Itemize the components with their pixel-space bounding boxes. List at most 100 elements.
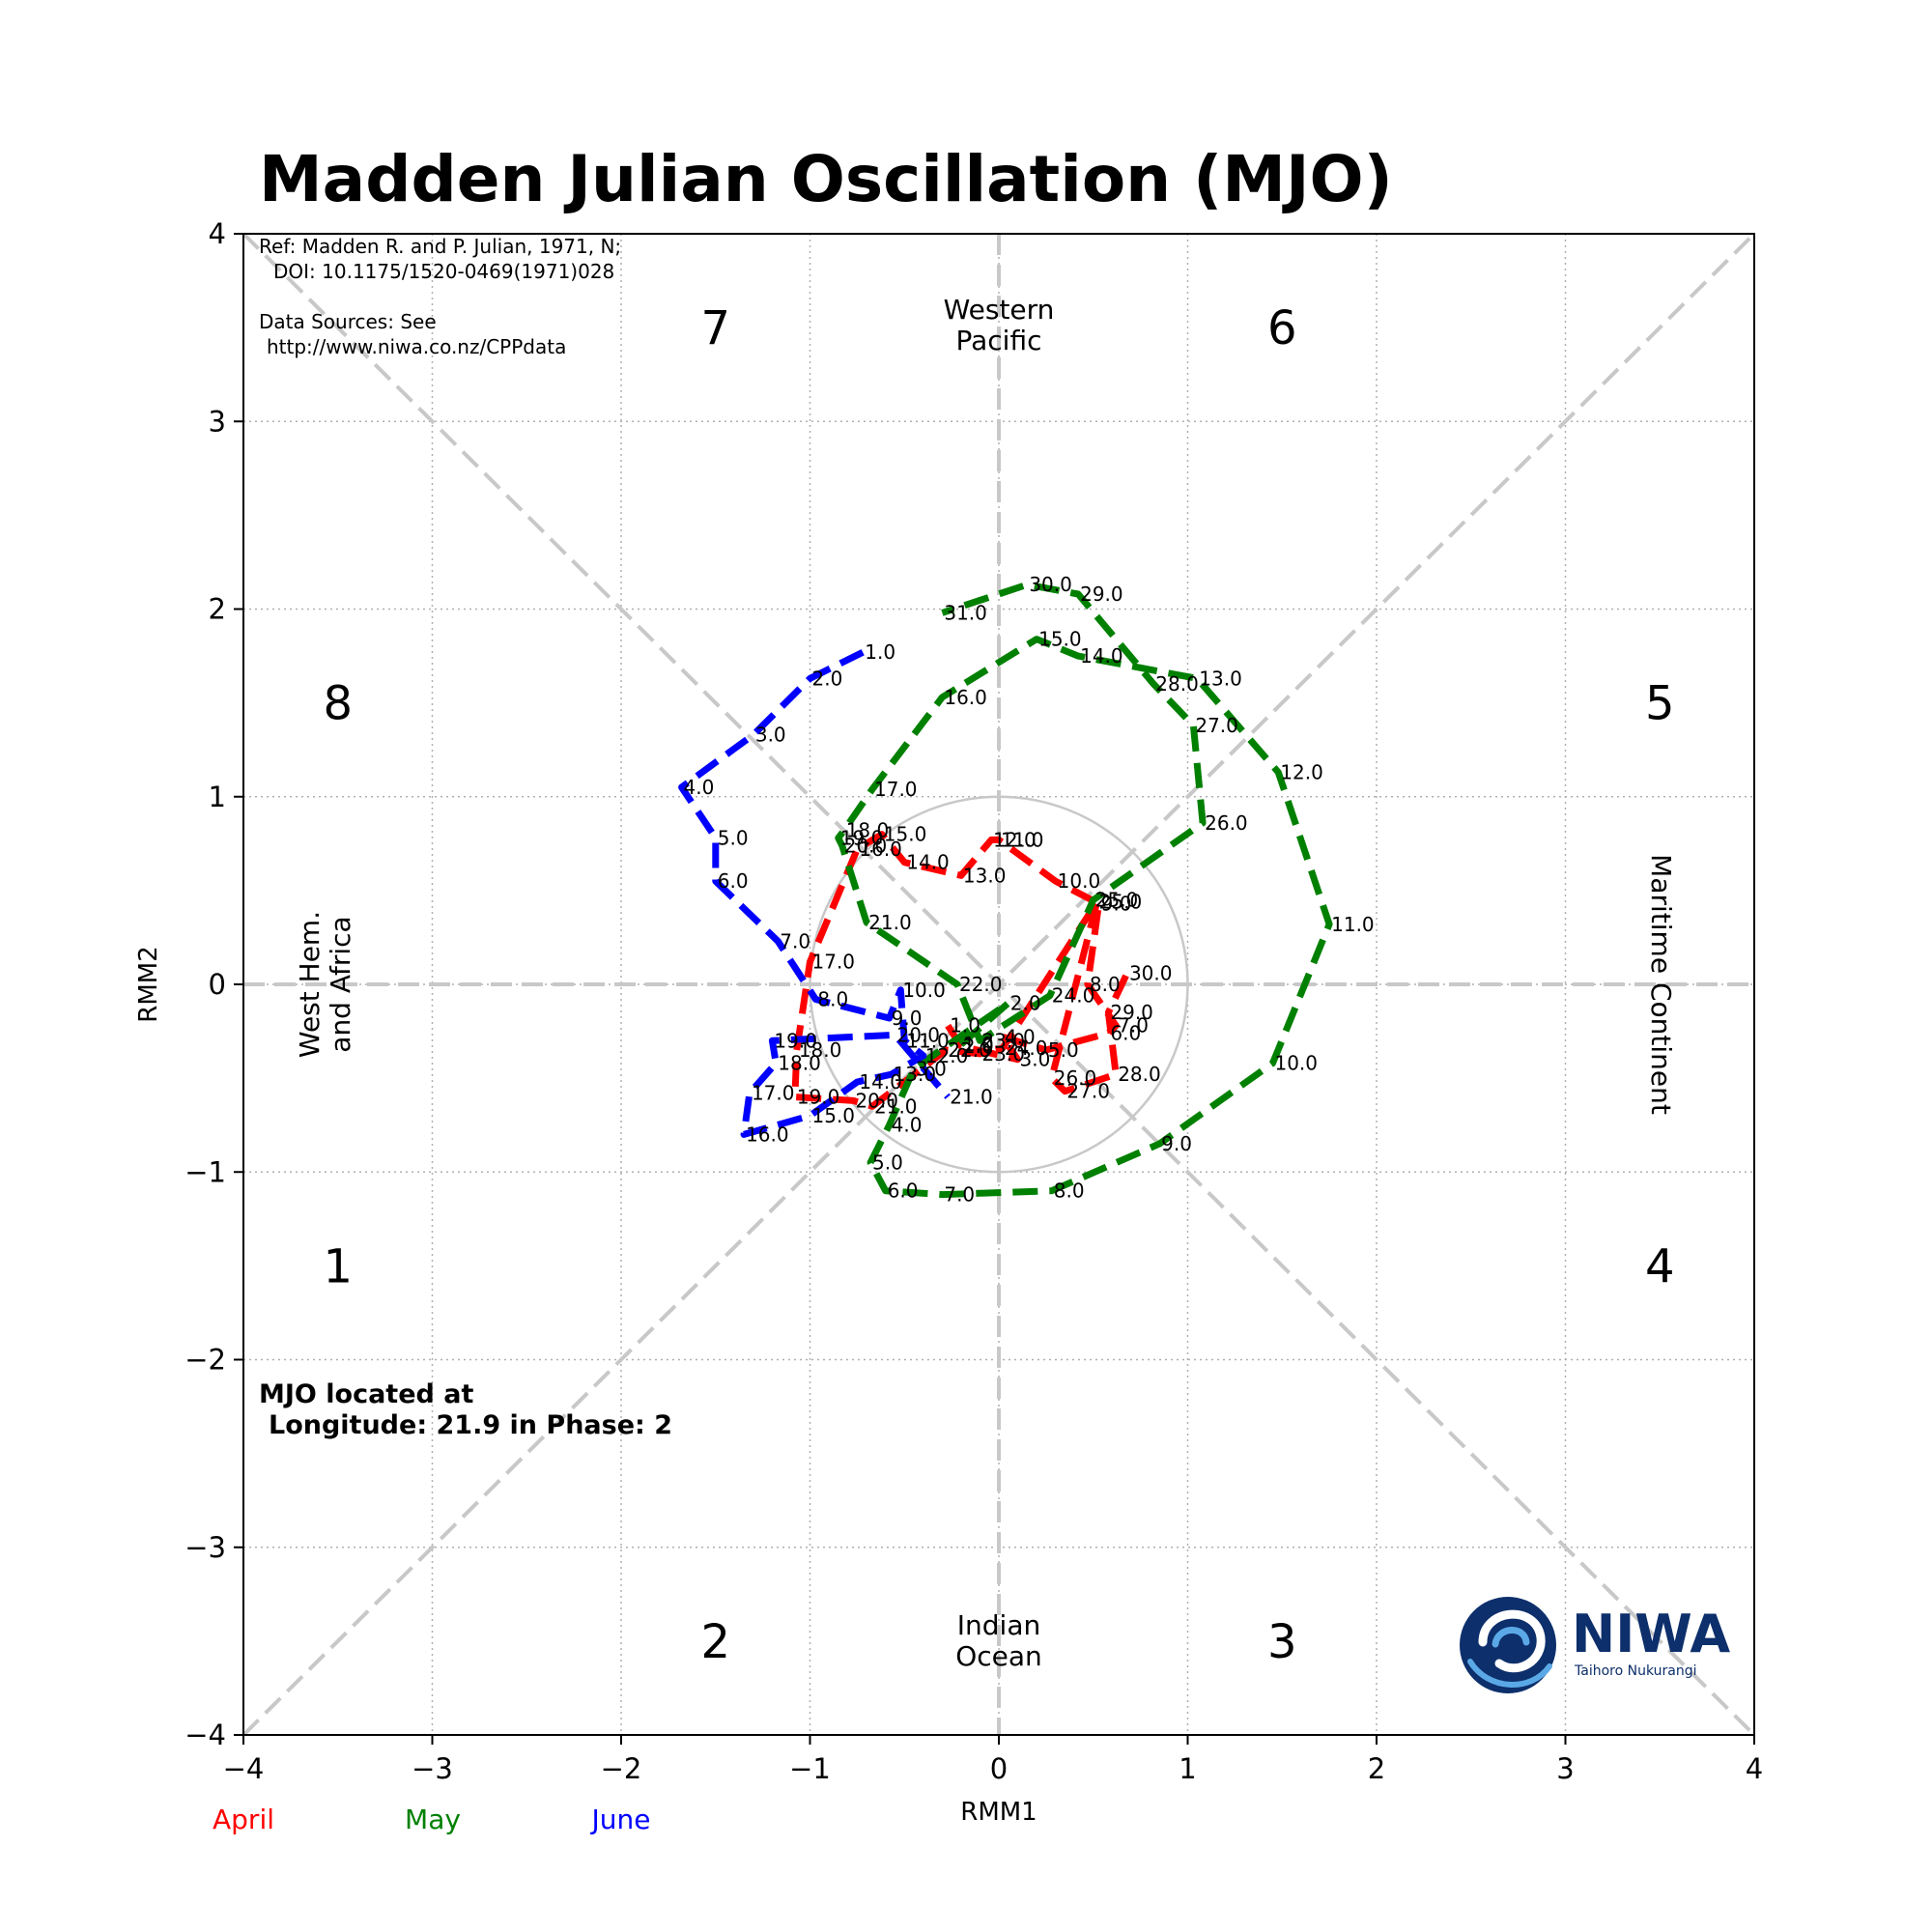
day-label-may: 25.0 <box>1095 889 1139 912</box>
day-label-june: 6.0 <box>718 869 749 893</box>
day-label-may: 1.0 <box>963 1033 994 1056</box>
day-label-june: 5.0 <box>718 826 749 849</box>
day-label-april: 17.0 <box>812 951 856 974</box>
day-label-may: 24.0 <box>1052 984 1095 1008</box>
day-label-may: 26.0 <box>1205 811 1248 835</box>
niwa-logo: NIWA Taihoro Nukurangi <box>1460 1597 1730 1693</box>
x-tick-label: 1 <box>1179 1752 1196 1785</box>
day-label-april: 1.0 <box>950 1014 980 1037</box>
x-axis-title: RMM1 <box>960 1798 1037 1827</box>
series-line-april <box>791 831 1131 1110</box>
day-label-april: 27.0 <box>1066 1080 1110 1103</box>
phase-number-8: 8 <box>323 677 353 731</box>
day-label-june: 8.0 <box>817 988 848 1011</box>
region-top-line1: Western <box>944 294 1055 326</box>
day-label-may: 12.0 <box>1280 760 1323 783</box>
day-label-may: 30.0 <box>1029 573 1072 596</box>
day-label-may: 27.0 <box>1195 714 1238 737</box>
day-label-april: 30.0 <box>1129 961 1173 984</box>
phase-number-7: 7 <box>700 301 730 355</box>
y-axis-ticks: −4 −3 −2 −1 0 1 2 3 4 <box>185 217 243 1751</box>
y-tick-label: −3 <box>185 1531 226 1564</box>
day-label-may: 29.0 <box>1080 582 1123 606</box>
reference-line3: Data Sources: See <box>259 310 437 333</box>
day-label-may: 6.0 <box>888 1179 919 1203</box>
y-tick-label: 3 <box>209 405 226 438</box>
legend-may: May <box>405 1804 461 1835</box>
day-label-april: 14.0 <box>906 851 950 874</box>
day-label-april: 19.0 <box>797 1086 840 1109</box>
region-right: Maritime Continent <box>1645 854 1677 1115</box>
region-bottom-line1: Indian <box>957 1609 1040 1641</box>
day-label-april: 3.0 <box>1020 1048 1051 1071</box>
day-label-june: 9.0 <box>892 1007 923 1030</box>
chart-title: Madden Julian Oscillation (MJO) <box>259 142 1393 216</box>
y-tick-label: −4 <box>185 1719 226 1751</box>
day-label-april: 13.0 <box>963 864 1007 887</box>
x-tick-label: −2 <box>601 1752 642 1785</box>
day-label-april: 21.0 <box>874 1094 918 1118</box>
day-label-april: 12.0 <box>993 828 1037 851</box>
day-label-june: 12.0 <box>925 1044 969 1067</box>
x-tick-label: 3 <box>1556 1752 1574 1785</box>
y-tick-label: 4 <box>209 217 226 250</box>
day-labels-layer: 1.02.03.04.05.06.07.08.09.010.011.012.01… <box>684 573 1375 1206</box>
y-tick-label: −2 <box>185 1344 226 1377</box>
day-label-may: 19.0 <box>840 826 884 849</box>
day-label-may: 10.0 <box>1274 1052 1318 1075</box>
diagonal-guide-falling <box>242 232 1756 1737</box>
day-label-may: 11.0 <box>1331 913 1375 936</box>
phase-number-5: 5 <box>1645 677 1675 731</box>
x-axis-ticks: −4 −3 −2 −1 0 1 2 3 4 <box>223 1735 1763 1785</box>
x-tick-label: −4 <box>223 1752 265 1785</box>
phase-number-4: 4 <box>1645 1239 1675 1293</box>
series-line-june <box>678 649 951 1138</box>
day-label-may: 9.0 <box>1161 1132 1192 1155</box>
day-label-june: 11.0 <box>906 1029 950 1052</box>
phase-number-6: 6 <box>1267 301 1297 355</box>
day-label-april: 11.0 <box>1001 828 1044 851</box>
day-label-may: 14.0 <box>1080 644 1123 668</box>
unit-circle <box>809 795 1189 1174</box>
x-tick-label: −3 <box>412 1752 453 1785</box>
day-label-april: 2.0 <box>963 1035 994 1058</box>
day-label-june: 18.0 <box>778 1052 821 1075</box>
region-top-line2: Pacific <box>956 325 1042 356</box>
day-label-june: 4.0 <box>684 776 715 799</box>
day-label-may: 4.0 <box>892 1114 923 1137</box>
day-label-june: 7.0 <box>780 929 810 952</box>
day-label-april: 28.0 <box>1118 1063 1161 1086</box>
y-axis-title: RMM2 <box>134 946 163 1022</box>
day-label-april: 26.0 <box>1054 1066 1097 1090</box>
niwa-logo-text: NIWA <box>1572 1604 1730 1664</box>
day-label-april: 10.0 <box>1058 869 1101 893</box>
day-label-june: 3.0 <box>755 724 786 747</box>
reference-line1: Ref: Madden R. and P. Julian, 1971, N; <box>259 235 621 258</box>
day-label-april: 25.0 <box>1099 891 1143 914</box>
x-tick-label: 0 <box>990 1752 1008 1785</box>
day-label-june: 13.0 <box>894 1063 937 1086</box>
day-label-april: 9.0 <box>1101 892 1132 915</box>
day-label-june: 14.0 <box>859 1070 902 1094</box>
day-label-june: 16.0 <box>746 1122 789 1146</box>
legend-june: June <box>590 1804 651 1835</box>
day-label-may: 17.0 <box>874 778 918 801</box>
day-label-june: 19.0 <box>774 1029 817 1052</box>
x-tick-label: −1 <box>789 1752 831 1785</box>
day-label-may: 3.0 <box>916 1057 947 1080</box>
phase-number-3: 3 <box>1267 1615 1297 1669</box>
day-label-april: 23.0 <box>981 1042 1025 1065</box>
region-left-line2: and Africa <box>325 916 356 1052</box>
phase-guide-lines <box>242 232 1756 1737</box>
day-label-april: 24.0 <box>1005 1037 1048 1060</box>
day-label-april: 5.0 <box>1048 1038 1079 1062</box>
region-bottom-line2: Ocean <box>955 1640 1042 1672</box>
day-label-june: 21.0 <box>950 1086 993 1109</box>
day-label-april: 22.0 <box>948 1038 991 1062</box>
reference-line2: DOI: 10.1175/1520-0469(1971)028 <box>273 260 614 283</box>
day-label-april: 4.0 <box>1005 1025 1036 1048</box>
day-label-may: 16.0 <box>944 686 987 709</box>
day-label-may: 23.0 <box>981 1029 1025 1052</box>
day-label-may: 31.0 <box>944 601 987 624</box>
